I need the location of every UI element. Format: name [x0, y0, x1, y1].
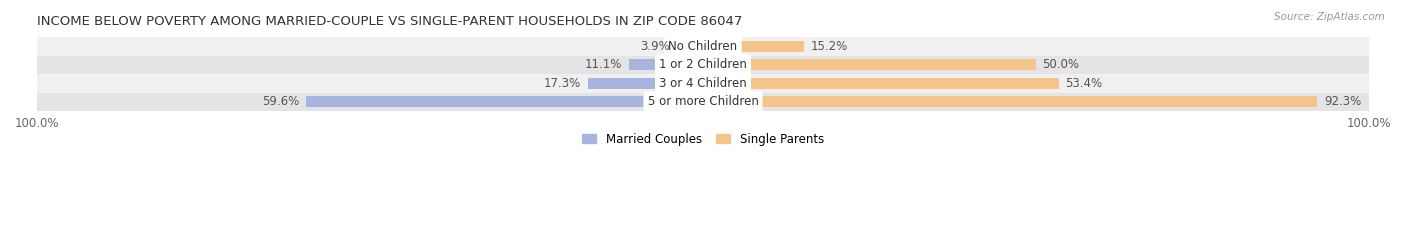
Bar: [37, 55, 1369, 74]
Bar: [37, 37, 1369, 55]
Text: 59.6%: 59.6%: [263, 95, 299, 108]
Text: 5 or more Children: 5 or more Children: [648, 95, 758, 108]
Bar: [703, 96, 1317, 107]
Text: 11.1%: 11.1%: [585, 58, 623, 71]
Text: 53.4%: 53.4%: [1066, 77, 1102, 90]
Bar: [37, 74, 1369, 93]
Bar: [307, 96, 703, 107]
Bar: [703, 78, 1059, 89]
Bar: [703, 59, 1036, 70]
Text: 50.0%: 50.0%: [1042, 58, 1080, 71]
Legend: Married Couples, Single Parents: Married Couples, Single Parents: [582, 133, 824, 146]
Text: INCOME BELOW POVERTY AMONG MARRIED-COUPLE VS SINGLE-PARENT HOUSEHOLDS IN ZIP COD: INCOME BELOW POVERTY AMONG MARRIED-COUPL…: [37, 15, 742, 28]
Text: 3 or 4 Children: 3 or 4 Children: [659, 77, 747, 90]
Text: 15.2%: 15.2%: [811, 40, 848, 53]
Text: No Children: No Children: [668, 40, 738, 53]
Text: 92.3%: 92.3%: [1324, 95, 1361, 108]
Bar: [628, 59, 703, 70]
Text: 3.9%: 3.9%: [641, 40, 671, 53]
Text: 1 or 2 Children: 1 or 2 Children: [659, 58, 747, 71]
Text: 17.3%: 17.3%: [544, 77, 581, 90]
Bar: [588, 78, 703, 89]
Bar: [703, 41, 804, 52]
Bar: [678, 41, 703, 52]
Text: Source: ZipAtlas.com: Source: ZipAtlas.com: [1274, 12, 1385, 22]
Bar: [37, 93, 1369, 111]
